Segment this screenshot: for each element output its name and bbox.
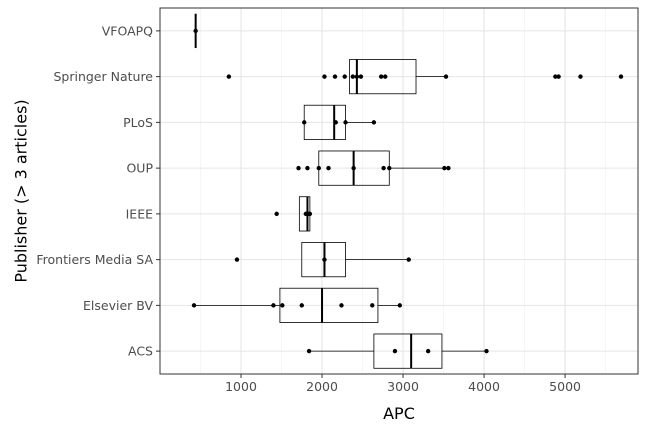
point-springer-nature [322,74,327,79]
point-acs [484,348,489,354]
x-tick-label: 5000 [549,379,581,394]
point-acs [425,348,431,354]
point-elsevier-bv [191,303,197,308]
point-oup [316,165,321,171]
y-tick-label-ieee: IEEE [126,206,153,221]
y-tick-label-plos: PLoS [123,115,153,130]
point-oup [442,165,447,171]
point-springer-nature [378,74,384,79]
point-plos [343,120,348,125]
data-points [191,28,624,354]
point-oup [446,165,451,171]
point-plos [371,120,377,125]
axis-ticks: 1000 2000 3000 4000 5000 ACS Elsevier BV Fronti… [36,23,581,394]
point-plos [302,120,307,125]
point-frontiers-media-sa [406,257,411,262]
point-elsevier-bv [397,303,403,308]
point-springer-nature [332,74,338,79]
y-tick-label-vfoapq: VFOAPQ [102,23,153,38]
point-springer-nature [226,74,232,79]
point-springer-nature [553,74,558,79]
point-oup [351,165,356,171]
point-elsevier-bv [280,303,285,308]
point-oup [326,165,331,171]
point-springer-nature [443,74,449,79]
point-ieee [307,211,313,217]
y-tick-label-oup: OUP [126,161,153,176]
point-springer-nature [556,74,561,79]
point-oup [381,165,386,171]
point-springer-nature [358,74,364,79]
grid-lines [160,8,638,374]
point-springer-nature [342,74,347,79]
box-elsevier-bv [279,287,379,323]
point-springer-nature [354,74,360,79]
x-tick-label: 2000 [306,379,338,394]
y-tick-label-frontiers-media-sa: Frontiers Media SA [36,252,153,267]
point-oup [305,165,310,171]
point-elsevier-bv [370,303,375,308]
point-springer-nature [618,74,624,79]
point-acs [306,348,312,354]
point-springer-nature [350,74,356,79]
x-tick-label: 4000 [468,379,500,394]
point-elsevier-bv [271,303,276,308]
y-tick-label-acs: ACS [128,344,153,359]
y-tick-label-elsevier-bv: Elsevier BV [83,298,153,313]
point-frontiers-media-sa [234,257,240,262]
point-frontiers-media-sa [322,257,327,262]
point-vfoapq [193,28,198,34]
point-oup [296,165,301,171]
point-acs [392,348,398,354]
point-plos [333,120,339,125]
point-elsevier-bv [339,303,344,308]
box-acs [373,333,443,369]
x-tick-label: 3000 [387,379,419,394]
point-oup [387,165,392,171]
box-springer-nature [349,59,417,95]
point-springer-nature [383,74,388,79]
x-axis-title: APC [383,404,415,423]
x-tick-label: 1000 [225,379,257,394]
point-springer-nature [578,74,583,79]
point-elsevier-bv [299,303,304,308]
y-axis-title: Publisher (> 3 articles) [12,99,31,282]
panel-border [159,7,639,375]
point-ieee [274,211,279,217]
y-tick-label-springer-nature: Springer Nature [53,69,153,84]
boxplots [194,13,487,369]
